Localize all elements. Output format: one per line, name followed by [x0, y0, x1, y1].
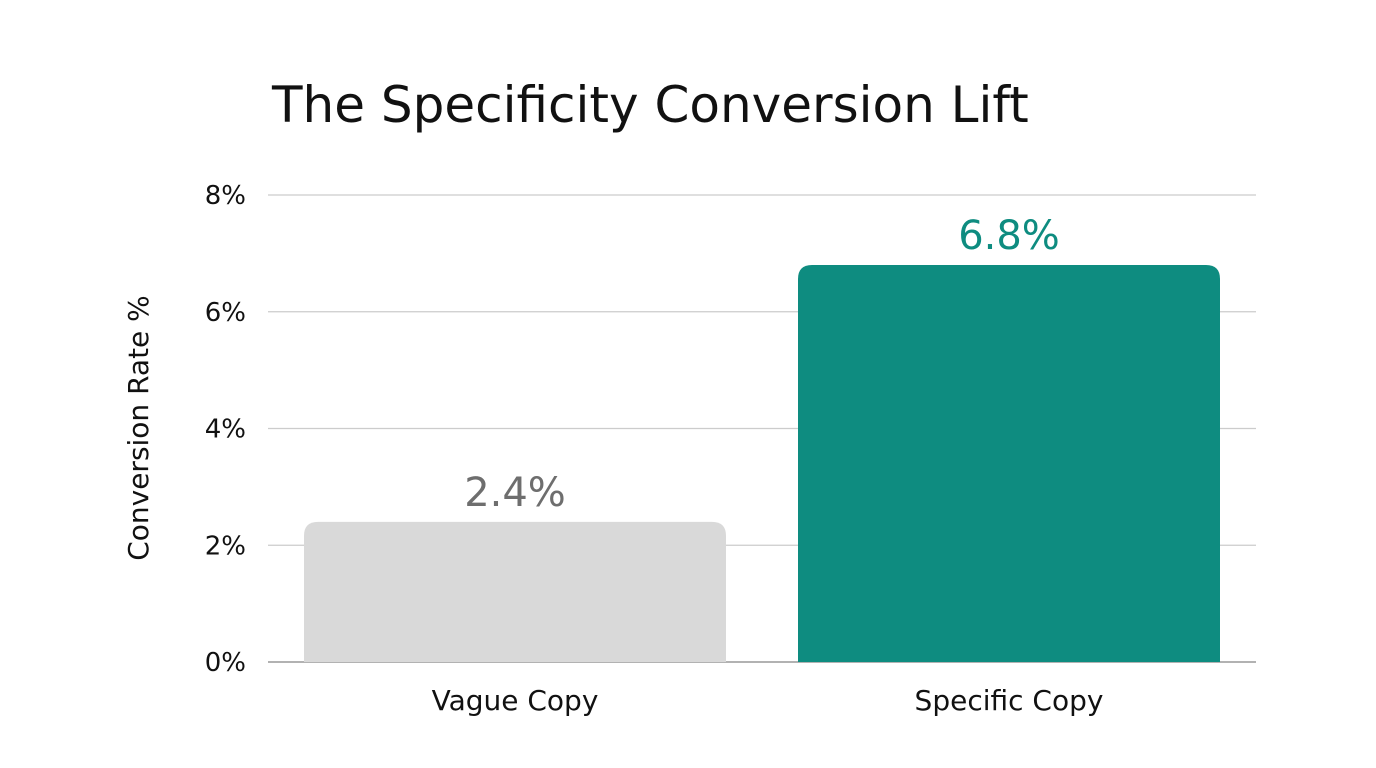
x-category-label: Vague Copy	[432, 684, 599, 717]
y-tick-label: 0%	[205, 648, 246, 678]
bars	[304, 265, 1220, 662]
bar-vague-copy	[304, 521, 726, 662]
chart-title: The Specificity Conversion Lift	[271, 76, 1029, 134]
y-axis-ticks: 0% 2% 4% 6% 8%	[205, 181, 246, 678]
bar-specific-copy	[798, 265, 1220, 662]
y-tick-label: 2%	[205, 531, 246, 561]
bar-value-label: 6.8%	[958, 213, 1060, 259]
y-tick-label: 6%	[205, 298, 246, 328]
y-tick-label: 4%	[205, 415, 246, 445]
bar-value-label: 2.4%	[464, 470, 566, 516]
data-labels: 2.4% 6.8%	[464, 213, 1060, 516]
x-category-label: Specific Copy	[915, 684, 1104, 717]
y-tick-label: 8%	[205, 181, 246, 211]
y-axis-title: Conversion Rate %	[122, 295, 155, 561]
x-axis-labels: Vague Copy Specific Copy	[432, 684, 1104, 717]
